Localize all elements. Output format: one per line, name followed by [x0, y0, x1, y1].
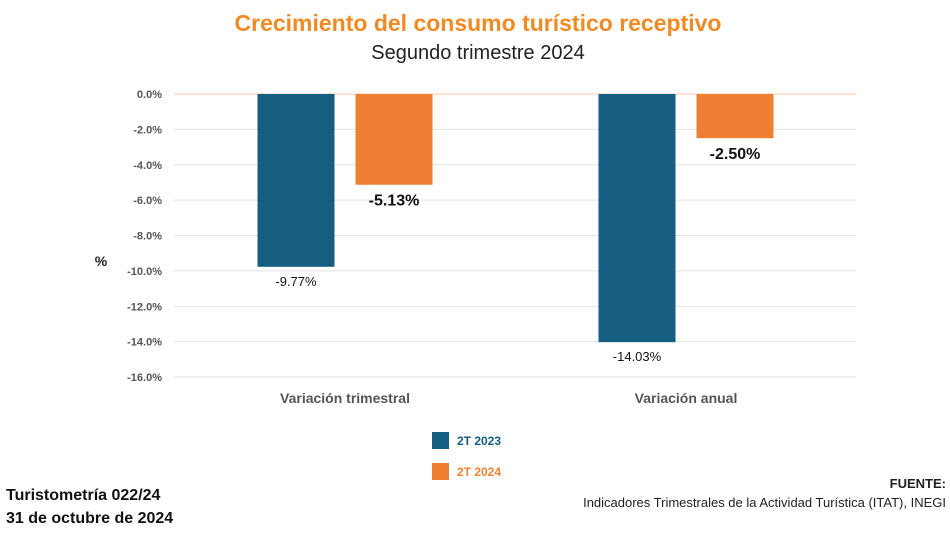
- y-tick-label: -12.0%: [127, 301, 162, 313]
- publication-date: 31 de octubre de 2024: [6, 510, 174, 527]
- data-label: -14.03%: [613, 349, 662, 364]
- data-label: -9.77%: [275, 274, 317, 289]
- data-label: -2.50%: [710, 146, 761, 163]
- legend-swatch: [432, 463, 449, 480]
- source-text: Indicadores Trimestrales de la Actividad…: [583, 495, 946, 510]
- y-tick-label: -16.0%: [127, 372, 162, 384]
- legend-label: 2T 2023: [457, 434, 501, 448]
- legend-swatch: [432, 432, 449, 449]
- bar: [257, 94, 335, 267]
- chart-subtitle: Segundo trimestre 2024: [371, 42, 585, 64]
- chart-title: Crecimiento del consumo turístico recept…: [234, 10, 722, 36]
- legend-label: 2T 2024: [457, 465, 501, 479]
- bar: [355, 94, 433, 185]
- y-tick-label: -4.0%: [133, 160, 162, 172]
- y-tick-label: -6.0%: [133, 195, 162, 207]
- source-note: FUENTE: Indicadores Trimestrales de la A…: [583, 474, 946, 512]
- source-label: FUENTE:: [889, 476, 946, 491]
- bar: [598, 94, 676, 343]
- x-tick-label: Variación trimestral: [280, 390, 410, 406]
- bar: [696, 94, 774, 139]
- data-label: -5.13%: [369, 193, 420, 210]
- x-tick-label: Variación anual: [635, 390, 738, 406]
- publication-number: Turistometría 022/24: [6, 487, 161, 504]
- y-tick-label: -10.0%: [127, 266, 162, 278]
- y-tick-label: -2.0%: [133, 124, 162, 136]
- y-tick-label: -14.0%: [127, 337, 162, 349]
- y-tick-label: 0.0%: [137, 89, 162, 101]
- publication-info: Turistometría 022/24 31 de octubre de 20…: [6, 484, 173, 530]
- y-tick-label: -8.0%: [133, 231, 162, 243]
- y-axis-label: %: [95, 253, 108, 269]
